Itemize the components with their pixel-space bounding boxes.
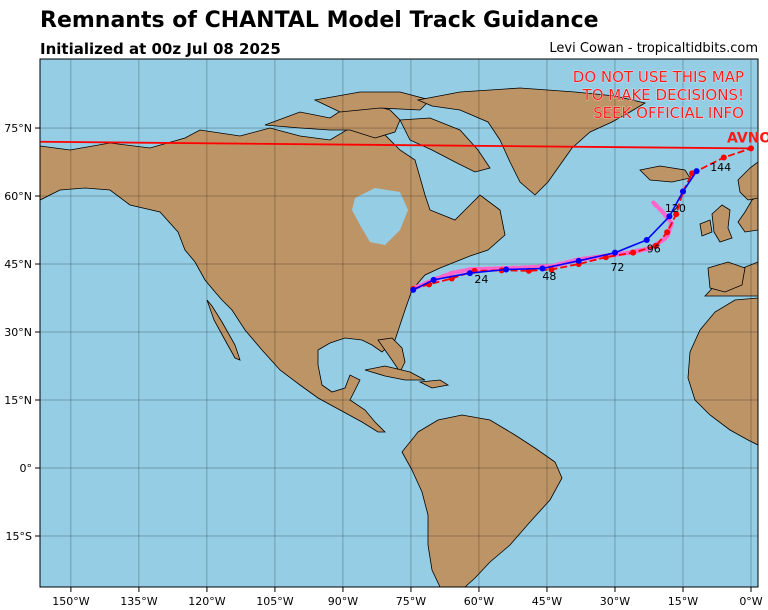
lon-tick-label: 0°W bbox=[739, 595, 762, 608]
blue-track-point bbox=[611, 249, 618, 256]
axis-ticks: 150°W 135°W 120°W 105°W 90°W 75°W 60°W 45°W 30°W… bbox=[4, 122, 763, 608]
red-track-point bbox=[673, 211, 680, 218]
track-labels: 24 48 72 96 120 144 AVNO bbox=[474, 130, 768, 286]
model-tracks bbox=[40, 140, 754, 293]
lon-tick-label: 60°W bbox=[464, 595, 494, 608]
lon-tick-label: 15°W bbox=[668, 595, 698, 608]
forecast-hour-label: 120 bbox=[665, 202, 686, 215]
blue-track-point bbox=[539, 265, 546, 272]
ireland bbox=[699, 219, 713, 237]
red-track-point bbox=[548, 266, 555, 273]
lat-tick-label: 60°N bbox=[4, 190, 32, 203]
red-track-point bbox=[630, 249, 637, 256]
forecast-hour-label: 48 bbox=[542, 270, 556, 283]
lat-tick-label: 0° bbox=[20, 462, 33, 475]
blue-track-point bbox=[466, 270, 473, 277]
lon-tick-label: 45°W bbox=[532, 595, 562, 608]
africa bbox=[687, 297, 758, 446]
blue-track-point bbox=[410, 286, 417, 293]
florida bbox=[377, 337, 406, 373]
long-track-line bbox=[40, 140, 752, 150]
lat-tick-label: 45°N bbox=[4, 258, 32, 271]
land-masses bbox=[40, 87, 758, 587]
forecast-hour-label: 72 bbox=[610, 261, 624, 274]
greenland bbox=[416, 87, 647, 196]
lat-tick-label: 15°S bbox=[6, 530, 32, 543]
lat-tick-label: 30°N bbox=[4, 326, 32, 339]
credit: Levi Cowan - tropicaltidbits.com bbox=[549, 41, 758, 56]
blue-track-point bbox=[643, 236, 650, 243]
forecast-hour-label: 24 bbox=[474, 273, 488, 286]
lon-tick-label: 135°W bbox=[120, 595, 157, 608]
south-america bbox=[401, 414, 563, 587]
lat-tick-label: 75°N bbox=[4, 122, 32, 135]
map-frame bbox=[39, 58, 759, 588]
baja-california bbox=[206, 299, 241, 361]
blue-track-point bbox=[666, 213, 673, 220]
lon-tick-label: 105°W bbox=[256, 595, 293, 608]
warning-line: DO NOT USE THIS MAP bbox=[573, 68, 744, 86]
lon-tick-label: 30°W bbox=[600, 595, 630, 608]
forecast-hour-label: 144 bbox=[710, 161, 731, 174]
warning-line: TO MAKE DECISIONS! bbox=[582, 86, 744, 104]
lon-tick-label: 75°W bbox=[396, 595, 426, 608]
red-track-point bbox=[720, 154, 727, 161]
avno-label: AVNO bbox=[727, 130, 768, 146]
map-title: Remnants of CHANTAL Model Track Guidance bbox=[40, 8, 599, 33]
scandinavia bbox=[737, 161, 758, 201]
ellesmere-island bbox=[313, 91, 431, 113]
hudson-bay bbox=[352, 188, 408, 245]
lon-tick-label: 150°W bbox=[52, 595, 89, 608]
lon-tick-label: 120°W bbox=[188, 595, 225, 608]
great-britain bbox=[711, 204, 733, 243]
blue-track-point bbox=[430, 276, 437, 283]
forecast-hour-label: 96 bbox=[647, 243, 661, 256]
blue-track-point bbox=[679, 188, 686, 195]
blue-track-point bbox=[503, 266, 510, 273]
red-track-point bbox=[652, 242, 659, 249]
red-track-point bbox=[664, 229, 671, 236]
iberia bbox=[707, 261, 746, 293]
warning-line: SEEK OFFICIAL INFO bbox=[593, 104, 744, 122]
lon-tick-label: 90°W bbox=[328, 595, 358, 608]
init-time: Initialized at 00z Jul 08 2025 bbox=[40, 40, 281, 58]
hispaniola bbox=[418, 379, 450, 389]
blue-track-point bbox=[575, 257, 582, 264]
blue-track-point bbox=[693, 168, 700, 175]
lat-tick-label: 15°N bbox=[4, 394, 32, 407]
red-track-point bbox=[748, 145, 754, 152]
cuba bbox=[364, 365, 426, 381]
